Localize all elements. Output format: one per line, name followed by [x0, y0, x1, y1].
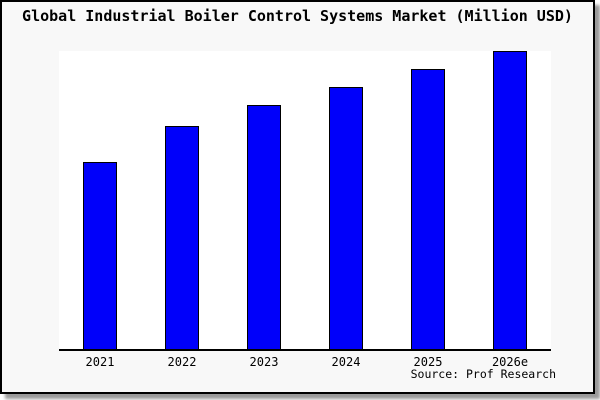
- x-tick-label-2023: 2023: [249, 355, 279, 369]
- bar-2026e: [493, 51, 527, 350]
- bar-slot-2025: [387, 51, 469, 350]
- bar-slot-2021: [59, 51, 141, 350]
- x-tick-label-2025: 2025: [413, 355, 443, 369]
- x-axis-line: [59, 349, 551, 351]
- bar-2024: [329, 87, 363, 350]
- bar-2023: [247, 105, 281, 350]
- bar-slot-2024: [305, 51, 387, 350]
- bar-slot-2023: [223, 51, 305, 350]
- x-axis-labels: 2021 2022 2023 2024 2025 2026e: [59, 355, 551, 369]
- bar-2025: [411, 69, 445, 350]
- chart-title: Global Industrial Boiler Control Systems…: [22, 7, 573, 25]
- bar-slot-2026e: [469, 51, 551, 350]
- x-tick-label-2022: 2022: [167, 355, 197, 369]
- chart-card: Global Industrial Boiler Control Systems…: [0, 0, 595, 394]
- source-credit: Source: Prof Research: [410, 367, 556, 381]
- plot-area: [59, 51, 551, 350]
- bar-2022: [165, 126, 199, 350]
- x-tick-label-2026e: 2026e: [491, 355, 529, 369]
- bar-2021: [83, 162, 117, 350]
- x-tick-label-2024: 2024: [331, 355, 361, 369]
- x-tick-label-2021: 2021: [85, 355, 115, 369]
- bar-slot-2022: [141, 51, 223, 350]
- bars-container: [59, 51, 551, 350]
